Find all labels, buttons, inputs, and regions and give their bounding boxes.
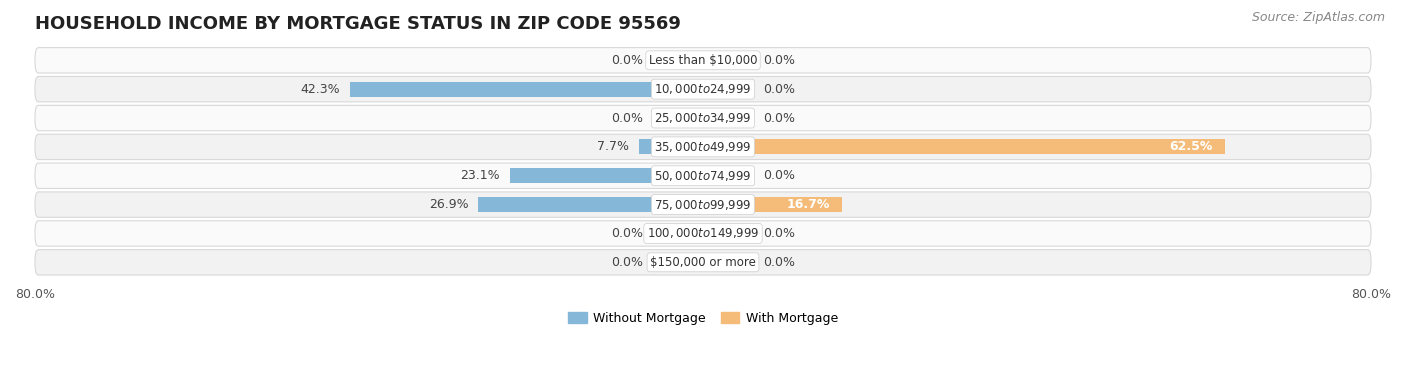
Text: 0.0%: 0.0% <box>763 54 796 67</box>
Bar <box>703 255 754 270</box>
Text: $10,000 to $24,999: $10,000 to $24,999 <box>654 82 752 96</box>
Bar <box>703 226 754 241</box>
Bar <box>703 168 754 183</box>
Text: 0.0%: 0.0% <box>763 112 796 124</box>
Bar <box>703 82 754 97</box>
FancyBboxPatch shape <box>35 76 1371 102</box>
Bar <box>478 197 703 212</box>
Bar <box>703 139 1225 154</box>
Text: $35,000 to $49,999: $35,000 to $49,999 <box>654 140 752 154</box>
Text: 62.5%: 62.5% <box>1168 140 1212 153</box>
Text: 0.0%: 0.0% <box>763 256 796 269</box>
Text: 16.7%: 16.7% <box>786 198 830 211</box>
Bar <box>652 110 703 125</box>
Bar <box>350 82 703 97</box>
Text: 0.0%: 0.0% <box>763 169 796 182</box>
Text: $50,000 to $74,999: $50,000 to $74,999 <box>654 169 752 183</box>
FancyBboxPatch shape <box>35 48 1371 73</box>
FancyBboxPatch shape <box>35 249 1371 275</box>
FancyBboxPatch shape <box>35 163 1371 189</box>
Text: $150,000 or more: $150,000 or more <box>650 256 756 269</box>
Text: 0.0%: 0.0% <box>610 256 643 269</box>
Bar <box>703 53 754 68</box>
Text: Less than $10,000: Less than $10,000 <box>648 54 758 67</box>
Legend: Without Mortgage, With Mortgage: Without Mortgage, With Mortgage <box>562 307 844 330</box>
Bar <box>510 168 703 183</box>
FancyBboxPatch shape <box>35 221 1371 246</box>
Text: 0.0%: 0.0% <box>763 83 796 96</box>
Bar <box>652 255 703 270</box>
Text: $25,000 to $34,999: $25,000 to $34,999 <box>654 111 752 125</box>
Text: 42.3%: 42.3% <box>299 83 340 96</box>
Text: HOUSEHOLD INCOME BY MORTGAGE STATUS IN ZIP CODE 95569: HOUSEHOLD INCOME BY MORTGAGE STATUS IN Z… <box>35 15 681 33</box>
Text: 7.7%: 7.7% <box>596 140 628 153</box>
Text: 26.9%: 26.9% <box>429 198 468 211</box>
Bar <box>703 197 842 212</box>
FancyBboxPatch shape <box>35 105 1371 131</box>
Text: $75,000 to $99,999: $75,000 to $99,999 <box>654 198 752 212</box>
Bar <box>652 53 703 68</box>
Text: $100,000 to $149,999: $100,000 to $149,999 <box>647 226 759 240</box>
Text: 0.0%: 0.0% <box>610 112 643 124</box>
Text: 23.1%: 23.1% <box>461 169 501 182</box>
FancyBboxPatch shape <box>35 192 1371 217</box>
Text: 0.0%: 0.0% <box>610 54 643 67</box>
Text: 0.0%: 0.0% <box>610 227 643 240</box>
Text: 0.0%: 0.0% <box>763 227 796 240</box>
Bar <box>652 226 703 241</box>
Bar <box>638 139 703 154</box>
FancyBboxPatch shape <box>35 134 1371 160</box>
Bar <box>703 110 754 125</box>
Text: Source: ZipAtlas.com: Source: ZipAtlas.com <box>1251 11 1385 24</box>
